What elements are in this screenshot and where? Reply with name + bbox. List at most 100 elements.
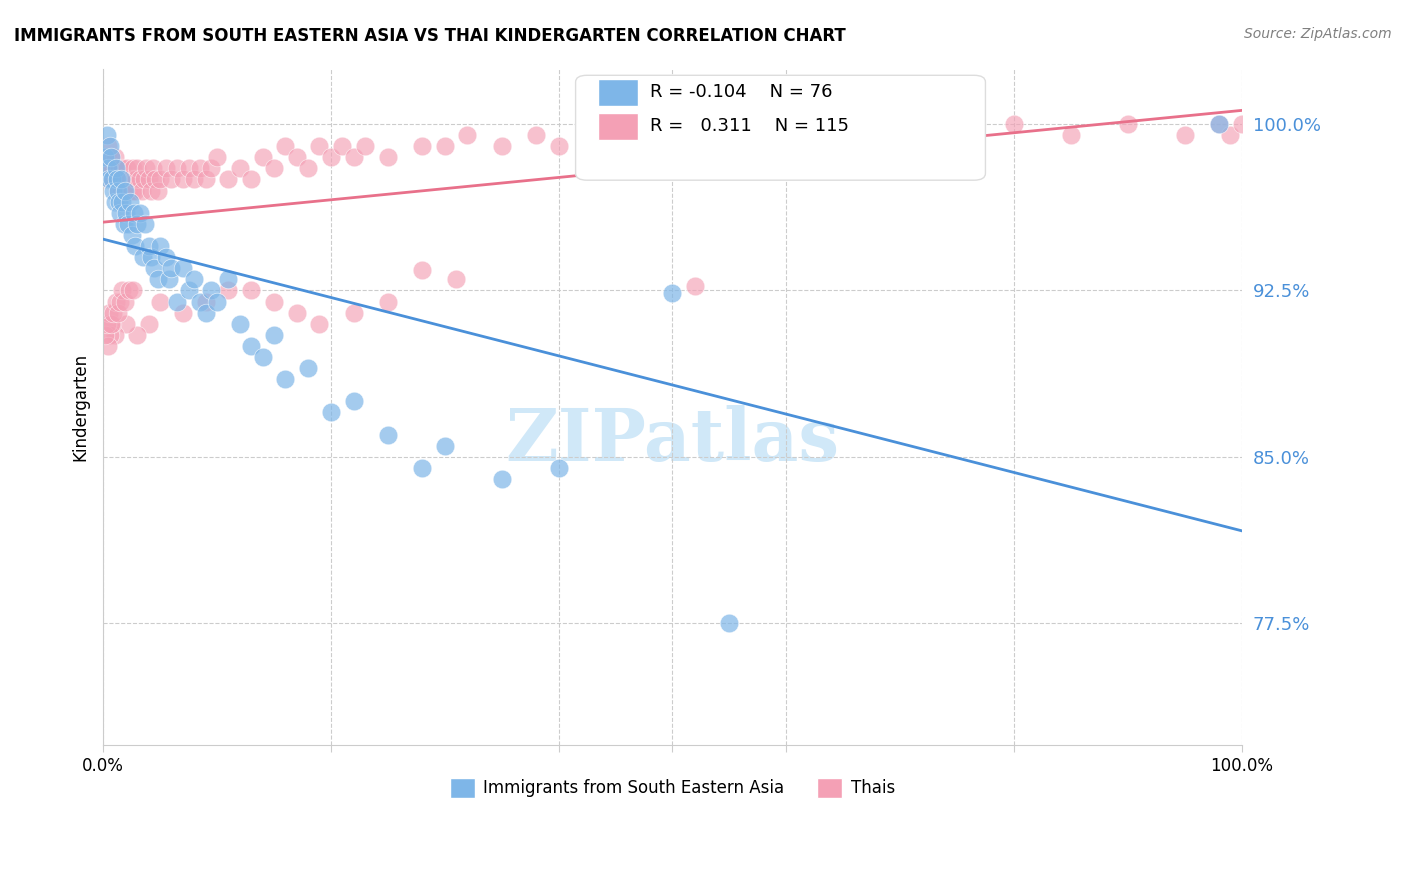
Text: R =   0.311    N = 115: R = 0.311 N = 115 xyxy=(650,117,849,135)
Point xyxy=(775,117,797,131)
Point xyxy=(107,184,129,198)
Point xyxy=(118,184,141,198)
Point xyxy=(330,139,353,153)
Point xyxy=(103,184,125,198)
Point xyxy=(115,161,138,176)
Point xyxy=(97,172,120,186)
Point xyxy=(114,184,136,198)
Point xyxy=(166,161,188,176)
Point xyxy=(105,172,128,186)
Point xyxy=(124,239,146,253)
Point xyxy=(149,239,172,253)
Point xyxy=(121,284,143,298)
Point xyxy=(718,128,741,142)
Point xyxy=(205,150,228,164)
Point xyxy=(97,305,120,319)
Point xyxy=(131,184,153,198)
Point xyxy=(547,461,569,475)
Point xyxy=(263,294,285,309)
Point xyxy=(308,139,330,153)
Text: IMMIGRANTS FROM SOUTH EASTERN ASIA VS THAI KINDERGARTEN CORRELATION CHART: IMMIGRANTS FROM SOUTH EASTERN ASIA VS TH… xyxy=(14,27,846,45)
Point xyxy=(103,327,125,342)
Point xyxy=(240,172,263,186)
Point xyxy=(252,350,274,364)
Point xyxy=(103,172,125,186)
Point xyxy=(183,172,205,186)
Text: Source: ZipAtlas.com: Source: ZipAtlas.com xyxy=(1244,27,1392,41)
Point xyxy=(491,139,513,153)
Point xyxy=(127,327,149,342)
Point xyxy=(274,139,297,153)
Point xyxy=(240,339,263,353)
Point xyxy=(263,327,285,342)
Point xyxy=(97,339,120,353)
Point xyxy=(96,128,118,142)
Point xyxy=(354,139,377,153)
Point xyxy=(100,317,122,331)
Point xyxy=(1219,128,1241,142)
Point xyxy=(105,172,128,186)
Point xyxy=(433,139,456,153)
Point xyxy=(1002,117,1025,131)
Point xyxy=(160,172,183,186)
Point xyxy=(240,284,263,298)
Point xyxy=(112,172,135,186)
Point xyxy=(107,305,129,319)
Point xyxy=(889,117,911,131)
Point xyxy=(661,117,683,131)
Point xyxy=(718,616,741,631)
Point xyxy=(188,294,211,309)
Point xyxy=(96,317,118,331)
Point xyxy=(108,161,131,176)
Point xyxy=(524,128,547,142)
Point xyxy=(128,172,150,186)
Point xyxy=(194,294,217,309)
Point xyxy=(132,172,155,186)
Point xyxy=(319,150,342,164)
Point xyxy=(1208,117,1230,131)
Point xyxy=(229,161,252,176)
Point xyxy=(145,172,167,186)
Point xyxy=(104,294,127,309)
Point xyxy=(319,405,342,419)
Point xyxy=(342,305,364,319)
Point xyxy=(121,227,143,242)
Point xyxy=(103,305,125,319)
Point xyxy=(127,161,149,176)
Point xyxy=(146,272,169,286)
Point xyxy=(125,172,148,186)
Point xyxy=(107,184,129,198)
Point xyxy=(97,139,120,153)
Point xyxy=(115,317,138,331)
Point xyxy=(263,161,285,176)
Point xyxy=(297,161,319,176)
Point xyxy=(103,194,125,209)
Point xyxy=(194,172,217,186)
Point xyxy=(115,206,138,220)
Point xyxy=(342,394,364,409)
Point xyxy=(110,184,132,198)
Point xyxy=(94,150,117,164)
Point xyxy=(200,161,222,176)
Point xyxy=(456,128,478,142)
Point xyxy=(444,272,467,286)
Point xyxy=(103,150,125,164)
Point xyxy=(194,305,217,319)
Point xyxy=(217,284,239,298)
Point xyxy=(183,272,205,286)
FancyBboxPatch shape xyxy=(575,75,986,180)
Point xyxy=(134,217,156,231)
Point xyxy=(155,250,177,264)
Point xyxy=(308,317,330,331)
Point xyxy=(139,184,162,198)
Point xyxy=(683,279,706,293)
Point xyxy=(108,294,131,309)
Point xyxy=(128,206,150,220)
Point xyxy=(111,284,134,298)
Point xyxy=(117,172,139,186)
Point xyxy=(121,184,143,198)
Point xyxy=(139,250,162,264)
Point xyxy=(1116,117,1139,131)
Point xyxy=(93,161,115,176)
Point xyxy=(342,150,364,164)
